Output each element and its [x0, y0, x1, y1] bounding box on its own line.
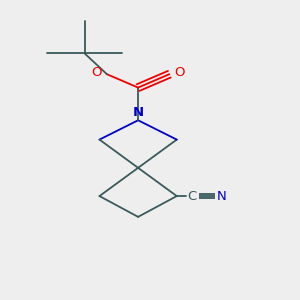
Text: N: N	[217, 190, 226, 202]
Text: C: C	[187, 190, 196, 202]
Text: O: O	[91, 66, 102, 79]
Text: N: N	[133, 106, 144, 119]
Text: O: O	[175, 66, 185, 79]
